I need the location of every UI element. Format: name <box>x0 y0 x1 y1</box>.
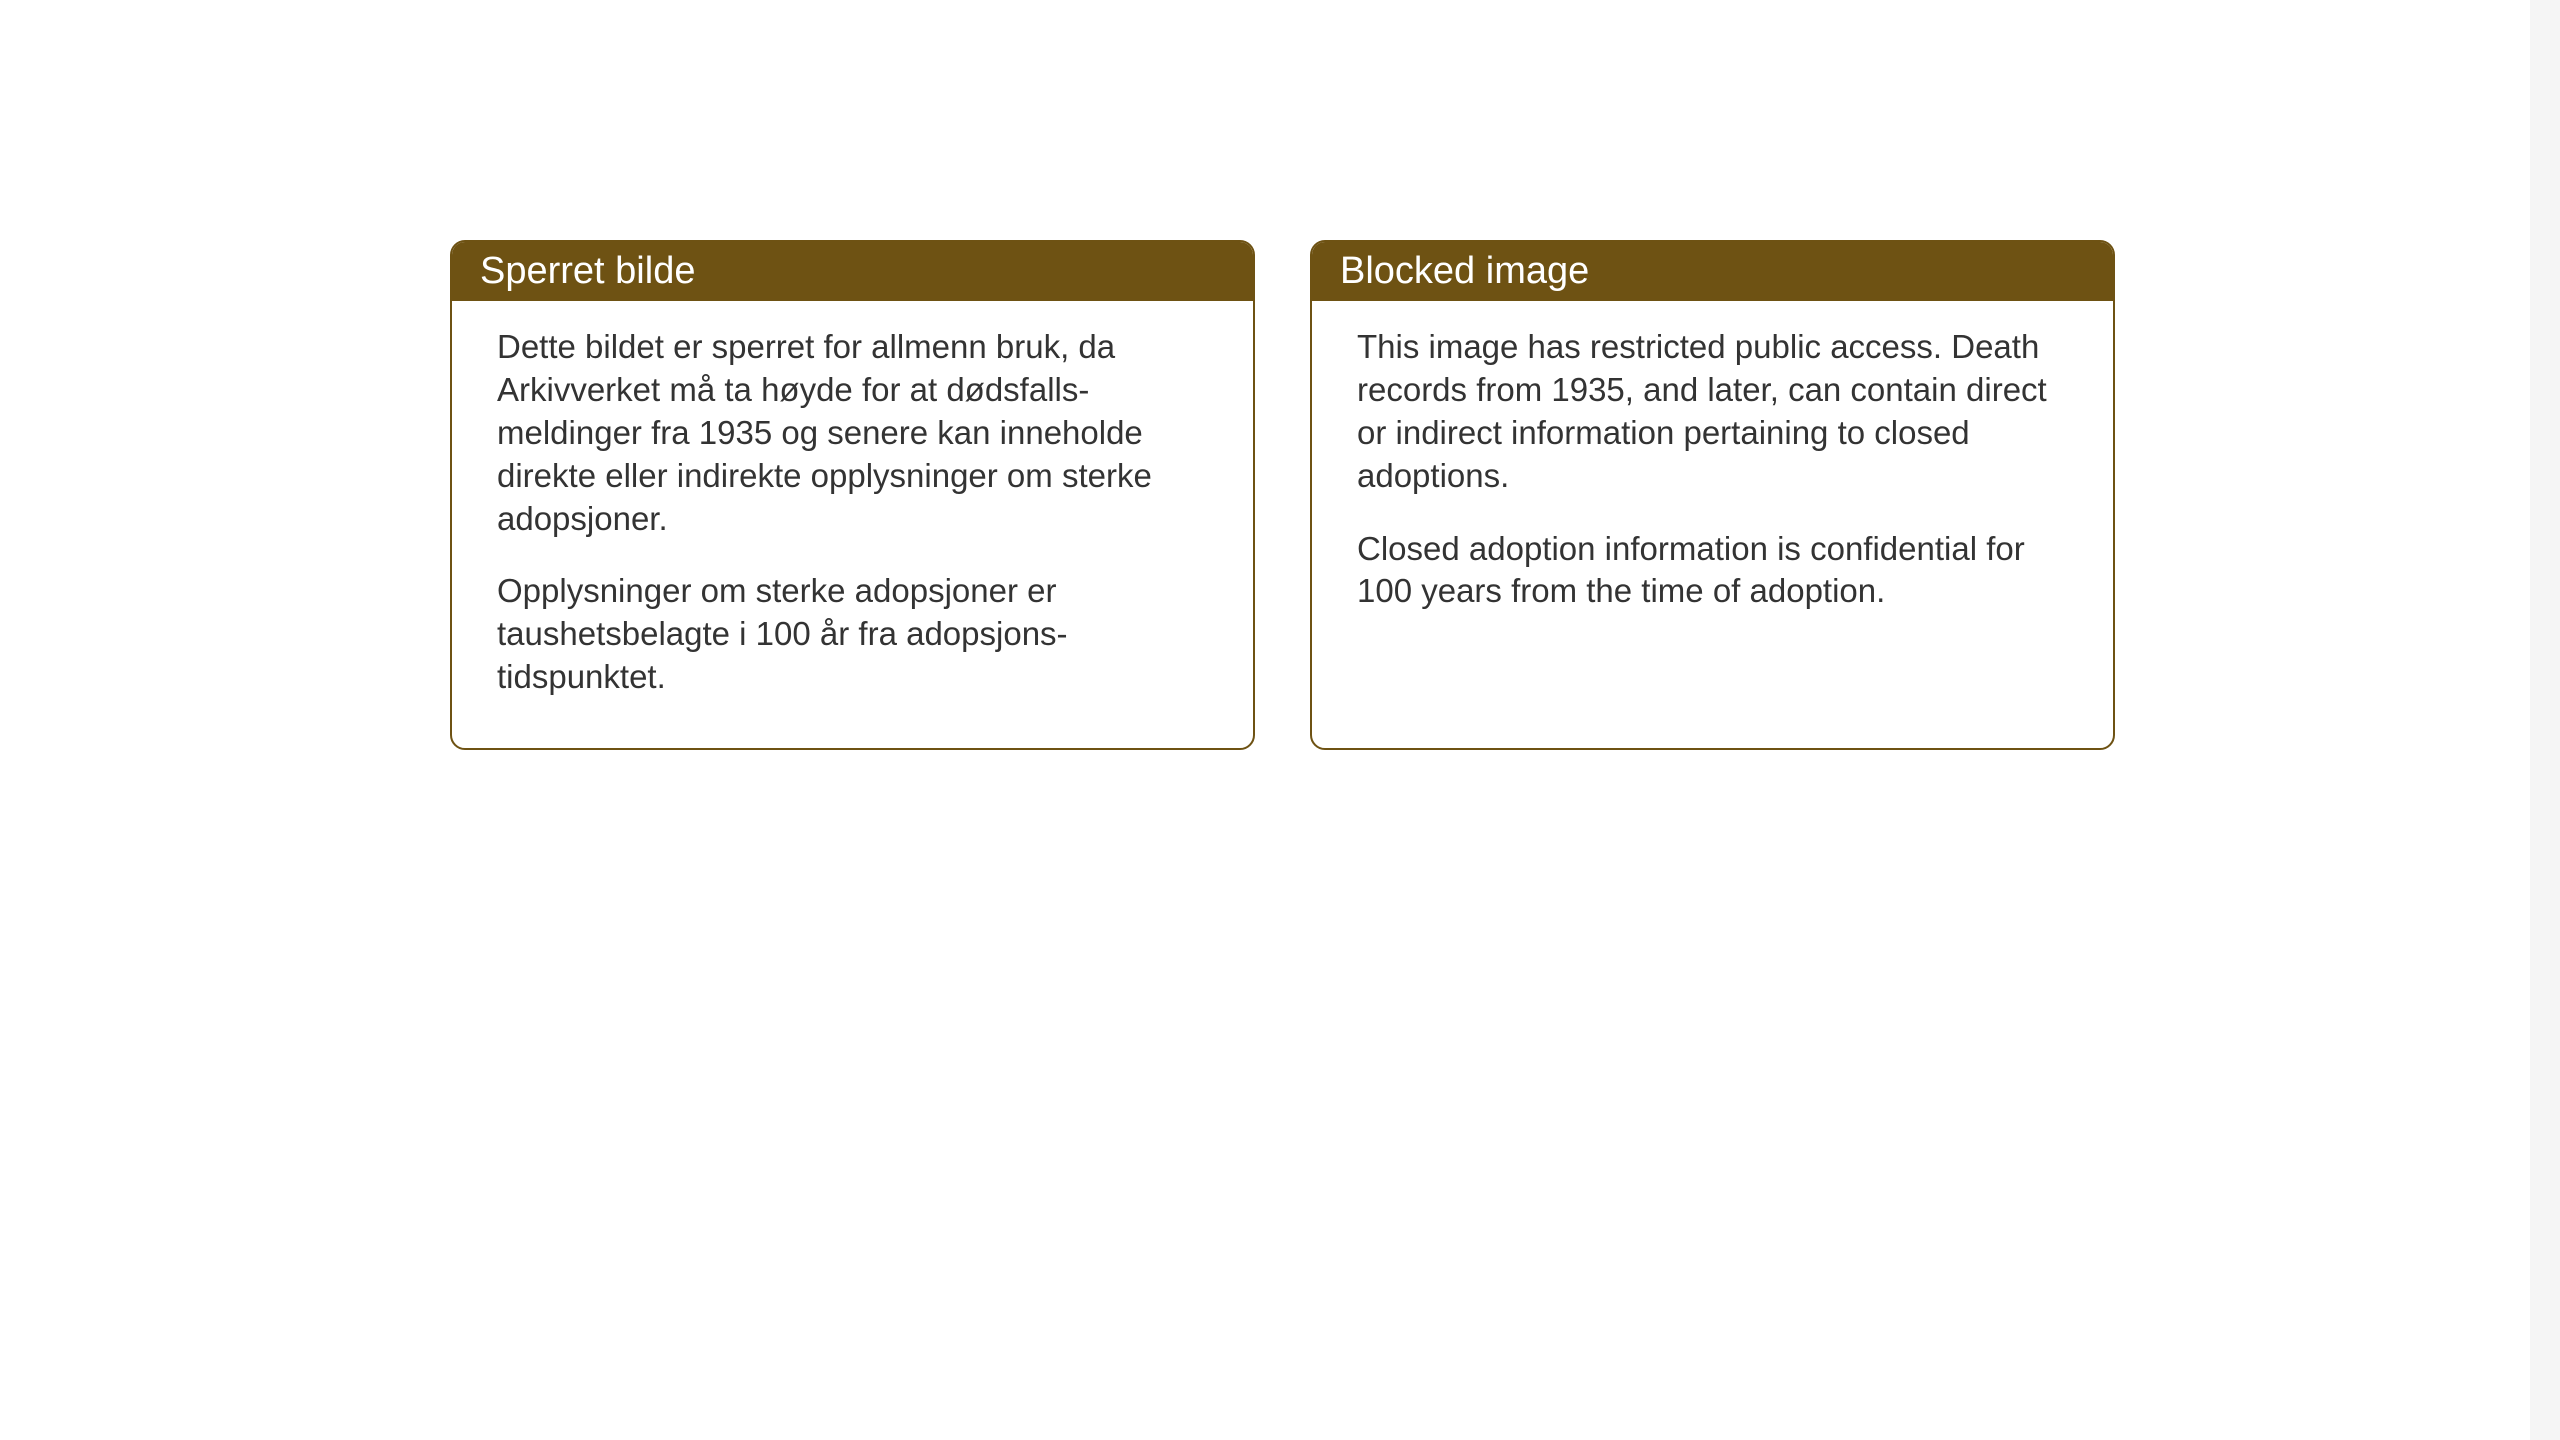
cards-container: Sperret bilde Dette bildet er sperret fo… <box>450 240 2115 750</box>
english-card-title: Blocked image <box>1312 242 2113 301</box>
english-paragraph-2: Closed adoption information is confident… <box>1357 528 2068 614</box>
english-card: Blocked image This image has restricted … <box>1310 240 2115 750</box>
english-card-body: This image has restricted public access.… <box>1312 301 2113 643</box>
norwegian-card-body: Dette bildet er sperret for allmenn bruk… <box>452 301 1253 729</box>
norwegian-card: Sperret bilde Dette bildet er sperret fo… <box>450 240 1255 750</box>
norwegian-paragraph-2: Opplysninger om sterke adopsjoner er tau… <box>497 570 1208 699</box>
scrollbar-track[interactable] <box>2530 0 2560 1440</box>
norwegian-card-title: Sperret bilde <box>452 242 1253 301</box>
english-paragraph-1: This image has restricted public access.… <box>1357 326 2068 498</box>
norwegian-paragraph-1: Dette bildet er sperret for allmenn bruk… <box>497 326 1208 540</box>
